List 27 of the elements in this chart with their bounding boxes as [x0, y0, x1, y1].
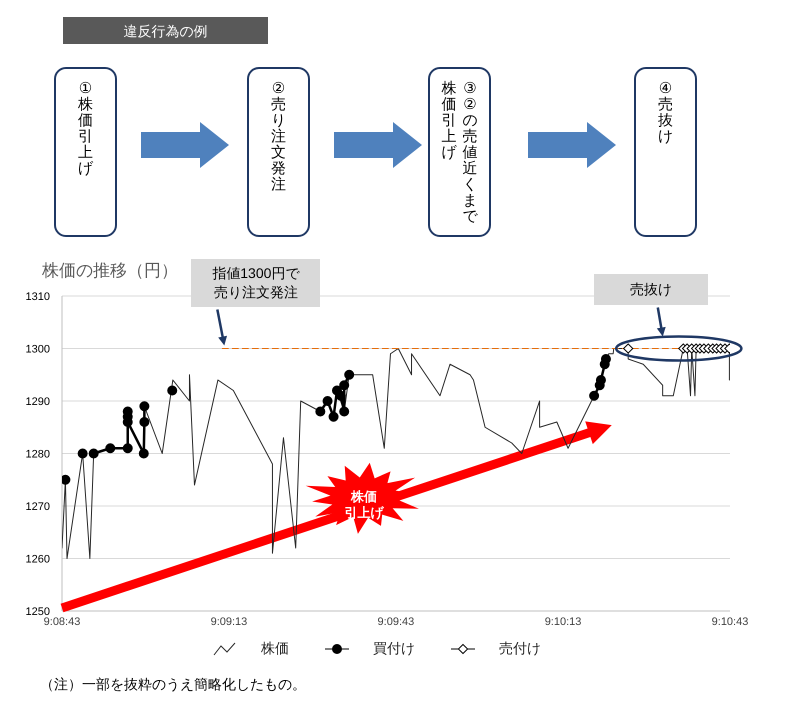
- legend-label: 買付け: [373, 640, 415, 658]
- y-tick-label: 1260: [26, 553, 50, 566]
- x-tick-label: 9:09:43: [378, 616, 414, 628]
- y-tick-label: 1250: [26, 606, 50, 618]
- annotation: 売抜け: [628, 280, 673, 298]
- x-tick-label: 9:09:13: [210, 616, 248, 628]
- rounded-box: ②売り注文発注: [247, 67, 310, 237]
- y-tick-label: 1290: [26, 396, 50, 408]
- callout-box: 指値1300円で売り注文発注: [191, 258, 320, 306]
- legend-label: 株価: [261, 640, 289, 658]
- rounded-box: ①株価引上げ: [54, 67, 117, 237]
- rounded-box: ④売抜け: [634, 67, 697, 237]
- y-tick-label: 1270: [26, 500, 50, 513]
- callout-box: 売抜け: [594, 274, 708, 304]
- text: （注）一部を抜粋のうえ簡略化したもの。: [40, 676, 306, 694]
- y-tick-label: 1300: [26, 343, 50, 356]
- rounded-box: ③②の売値近くまで株価引上げ: [428, 67, 491, 237]
- x-tick-label: 9:10:13: [544, 616, 582, 628]
- x-tick-label: 9:10:43: [712, 616, 748, 628]
- y-axis-title: 株価の推移（円）: [42, 260, 178, 282]
- y-tick-label: 1280: [26, 448, 50, 460]
- x-tick-label: 9:08:43: [44, 616, 80, 628]
- annotation: 指値1300円で売り注文発注: [211, 264, 301, 302]
- title-box: 違反行為の例: [63, 17, 268, 44]
- y-tick-label: 1310: [26, 290, 50, 303]
- annotation: 株価引上げ: [344, 488, 384, 520]
- legend-label: 売付け: [499, 640, 541, 658]
